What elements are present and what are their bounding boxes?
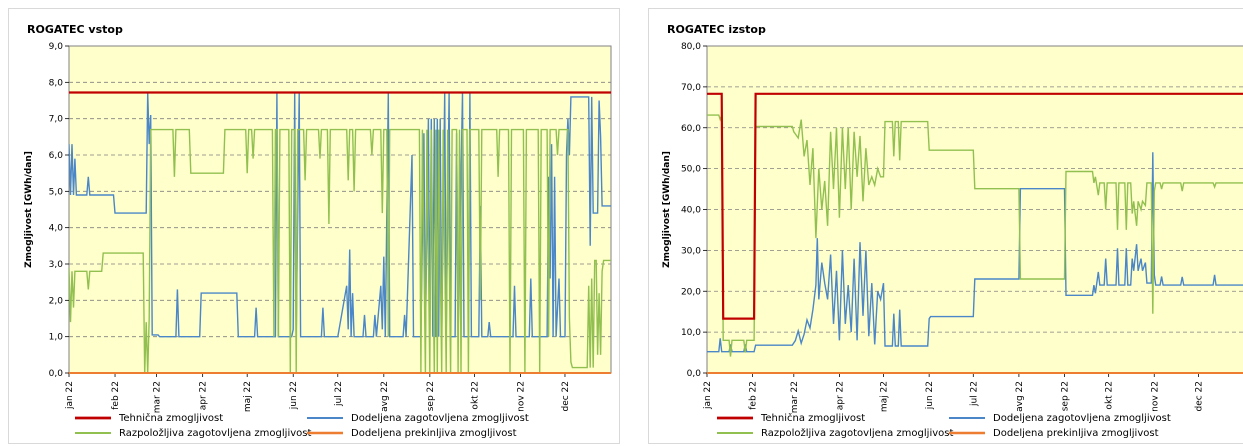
legend-label: Tehnična zmogljivost bbox=[760, 412, 865, 424]
series-line-razpolozljiva bbox=[707, 114, 1243, 357]
x-tick-label: dec 22 bbox=[1194, 381, 1204, 412]
x-tick-label: jun 22 bbox=[925, 381, 935, 410]
x-tick-label: okt 22 bbox=[470, 381, 480, 410]
y-tick-label: 7,0 bbox=[49, 115, 64, 125]
x-tick-label: nov 22 bbox=[1150, 381, 1160, 412]
x-tick-label: jul 22 bbox=[334, 381, 344, 407]
y-tick-label: 4,0 bbox=[49, 224, 64, 234]
legend-label: Razpoložljiva zagotovljena zmogljivost bbox=[761, 427, 953, 439]
x-tick-label: dec 22 bbox=[561, 381, 571, 412]
y-tick-label: 9,0 bbox=[49, 42, 64, 52]
x-tick-label: jan 22 bbox=[703, 381, 713, 410]
y-tick-label: 30,0 bbox=[681, 246, 701, 256]
legend-label: Dodeljena prekinljiva zmogljivost bbox=[993, 428, 1159, 439]
y-tick-label: 8,0 bbox=[49, 78, 64, 88]
legend-label: Tehnična zmogljivost bbox=[118, 412, 223, 424]
x-tick-label: mar 22 bbox=[790, 381, 800, 413]
chart-panel-vstop: ROGATEC vstop 0,0 1,0 2,0 3,0 4,0 5,0 6,0 7,0 8,0… bbox=[8, 8, 620, 444]
plot-area bbox=[68, 45, 612, 374]
chart-panel-izstop: ROGATEC izstop 0,0 10,0 20,0 30,0 40,0 50,0 60,… bbox=[648, 8, 1243, 444]
y-tick-label: 3,0 bbox=[49, 260, 64, 270]
x-tick-label: apr 22 bbox=[835, 381, 845, 410]
y-tick-label: 60,0 bbox=[681, 124, 701, 134]
series-line-dodeljena_zag bbox=[69, 93, 611, 338]
x-tick-label: sep 22 bbox=[426, 381, 436, 411]
y-tick-label: 40,0 bbox=[681, 206, 701, 216]
x-tick-label: jun 22 bbox=[289, 381, 299, 410]
chart-izstop: ROGATEC izstop 0,0 10,0 20,0 30,0 40,0 50,0 60,… bbox=[662, 23, 1243, 439]
x-tick-label: avg 22 bbox=[1015, 381, 1025, 412]
chart-title: ROGATEC vstop bbox=[27, 23, 123, 36]
x-tick-label: feb 22 bbox=[111, 381, 121, 410]
chart-title: ROGATEC izstop bbox=[667, 23, 766, 36]
legend-label: Dodeljena zagotovljena zmogljivost bbox=[351, 413, 529, 424]
x-tick-label: okt 22 bbox=[1105, 381, 1115, 410]
y-tick-label: 2,0 bbox=[49, 296, 64, 306]
y-tick-label: 0,0 bbox=[49, 369, 64, 379]
series-line-tehnicna bbox=[707, 92, 1243, 320]
y-tick-label: 10,0 bbox=[681, 328, 701, 338]
x-tick-label: maj 22 bbox=[880, 381, 890, 412]
y-tick-label: 6,0 bbox=[49, 151, 64, 161]
y-axis-label: Zmogljivost [GWh/dan] bbox=[662, 151, 672, 268]
legend-label: Dodeljena zagotovljena zmogljivost bbox=[993, 413, 1171, 424]
x-tick-label: maj 22 bbox=[243, 381, 253, 412]
y-tick-label: 50,0 bbox=[681, 165, 701, 175]
y-axis-label: Zmogljivost [GWh/dan] bbox=[24, 151, 34, 268]
y-tick-label: 70,0 bbox=[681, 83, 701, 93]
y-tick-label: 1,0 bbox=[49, 333, 64, 343]
legend-label: Dodeljena prekinljiva zmogljivost bbox=[351, 428, 517, 439]
x-tick-label: nov 22 bbox=[516, 381, 526, 412]
series-line-razpolozljiva bbox=[69, 128, 611, 374]
x-tick-label: jan 22 bbox=[65, 381, 75, 410]
y-tick-label: 80,0 bbox=[681, 42, 701, 52]
legend-label: Razpoložljiva zagotovljena zmogljivost bbox=[119, 427, 311, 439]
x-tick-label: sep 22 bbox=[1061, 381, 1071, 411]
x-tick-label: avg 22 bbox=[380, 381, 390, 412]
series-line-dodeljena_zag bbox=[707, 152, 1243, 353]
x-tick-label: apr 22 bbox=[199, 381, 209, 410]
chart-vstop: ROGATEC vstop 0,0 1,0 2,0 3,0 4,0 5,0 6,0 7,0 8,0… bbox=[24, 23, 612, 439]
x-tick-label: mar 22 bbox=[153, 381, 163, 413]
x-tick-label: jul 22 bbox=[969, 381, 979, 407]
y-tick-label: 0,0 bbox=[687, 369, 702, 379]
x-tick-label: feb 22 bbox=[749, 381, 759, 410]
y-tick-label: 5,0 bbox=[49, 187, 64, 197]
y-tick-label: 20,0 bbox=[681, 287, 701, 297]
